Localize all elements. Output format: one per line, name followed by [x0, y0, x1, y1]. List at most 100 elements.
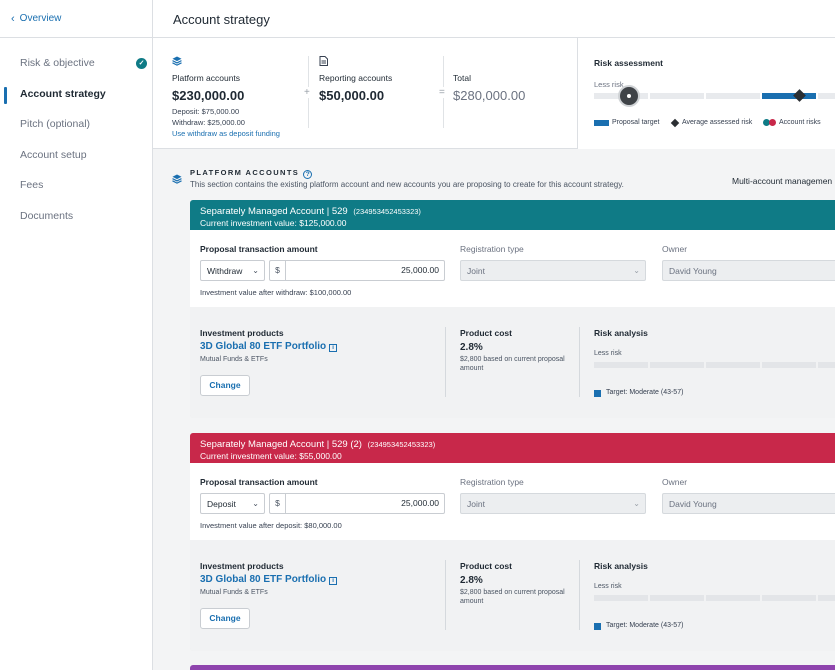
risk-segment	[650, 362, 706, 368]
registration-type-value: Joint	[467, 498, 485, 509]
account-risk-swatch-teal	[763, 119, 770, 126]
risk-analysis-less-risk: Less risk	[594, 583, 622, 590]
transaction-amount-value: 25,000.00	[401, 265, 439, 275]
transaction-form: Proposal transaction amount Withdraw ⌄ $…	[190, 230, 835, 307]
sidebar-item-account-setup[interactable]: Account setup	[0, 140, 153, 171]
proposal-target-range	[762, 93, 818, 99]
account-card-header: Separately Managed Account | 529 (234953…	[190, 200, 835, 230]
account-title: Separately Managed Account | 529 (2) (23…	[200, 439, 825, 450]
account-risk-marker[interactable]	[618, 85, 640, 107]
section-title-text: PLATFORM ACCOUNTS	[190, 168, 300, 177]
sidebar-divider	[0, 37, 153, 38]
chevron-down-icon: ⌄	[633, 266, 640, 275]
info-icon[interactable]: i	[329, 577, 338, 585]
change-product-button[interactable]: Change	[200, 375, 250, 396]
layers-icon	[172, 56, 182, 68]
sidebar-item-label: Account strategy	[20, 87, 106, 100]
help-circle-icon[interactable]: ?	[303, 170, 313, 179]
risk-assessment-title: Risk assessment	[594, 58, 663, 68]
risk-segment	[762, 362, 818, 368]
page-title: Account strategy	[173, 12, 270, 27]
check-circle-icon: ✓	[136, 58, 147, 69]
back-link-label: Overview	[19, 13, 62, 24]
product-name-link[interactable]: 3D Global 80 ETF Portfolio i	[200, 341, 338, 352]
sidebar: ‹ Overview Risk & objective ✓ Account st…	[0, 0, 153, 670]
transaction-amount-input[interactable]: $ 25,000.00	[269, 260, 445, 281]
risk-analysis-track	[594, 362, 835, 368]
sidebar-item-label: Documents	[20, 209, 74, 222]
transaction-amount-input[interactable]: $ 25,000.00	[269, 493, 445, 514]
transaction-type-value: Deposit	[207, 498, 236, 509]
average-risk-swatch	[670, 118, 680, 128]
risk-segment	[706, 595, 762, 601]
investment-products-label: Investment products	[200, 561, 284, 571]
registration-type-label: Registration type	[460, 477, 524, 487]
transaction-amount-label: Proposal transaction amount	[200, 244, 318, 254]
sidebar-item-documents[interactable]: Documents	[0, 201, 153, 232]
transaction-amount-label: Proposal transaction amount	[200, 477, 318, 487]
chevron-down-icon: ⌄	[252, 499, 259, 508]
proposal-target-swatch	[594, 120, 609, 126]
owner-select[interactable]: David Young	[662, 493, 835, 514]
chevron-down-icon: ⌄	[252, 266, 259, 275]
risk-assessment-panel: Risk assessment Less risk Proposal targe…	[577, 38, 835, 149]
owner-select[interactable]: David Young	[662, 260, 835, 281]
account-number: (234953452453323)	[353, 207, 421, 216]
sidebar-item-account-strategy[interactable]: Account strategy	[0, 79, 153, 110]
registration-type-select[interactable]: Joint ⌄	[460, 260, 646, 281]
investment-details: Investment products 3D Global 80 ETF Por…	[190, 307, 835, 418]
product-cost-label: Product cost	[460, 561, 512, 571]
info-icon[interactable]: i	[329, 344, 338, 352]
owner-label: Owner	[662, 477, 688, 487]
average-risk-marker	[793, 89, 806, 102]
sidebar-item-fees[interactable]: Fees	[0, 170, 153, 201]
average-risk-legend: Average assessed risk	[682, 119, 753, 126]
transaction-type-select[interactable]: Deposit ⌄	[200, 493, 265, 514]
account-card: Separately Managed Account | 529 (234953…	[190, 200, 835, 418]
page-header: Account strategy	[153, 0, 835, 38]
account-card-header-partial	[190, 665, 835, 670]
sidebar-nav: Risk & objective ✓ Account strategy Pitc…	[0, 48, 153, 231]
owner-value: David Young	[669, 498, 717, 509]
use-withdraw-as-deposit-link[interactable]: Use withdraw as deposit funding	[172, 129, 280, 138]
registration-type-value: Joint	[467, 265, 485, 276]
sidebar-item-label: Account setup	[20, 148, 87, 161]
investment-products-label: Investment products	[200, 328, 284, 338]
investment-after-text: Investment value after deposit: $80,000.…	[200, 521, 342, 530]
product-name: 3D Global 80 ETF Portfolio	[200, 341, 327, 352]
transaction-form: Proposal transaction amount Deposit ⌄ $ …	[190, 463, 835, 540]
transaction-type-select[interactable]: Withdraw ⌄	[200, 260, 265, 281]
product-type: Mutual Funds & ETFs	[200, 589, 268, 596]
multi-account-management-link[interactable]: Multi-account managemen	[732, 176, 833, 186]
product-cost-label: Product cost	[460, 328, 512, 338]
risk-analysis-label: Risk analysis	[594, 561, 648, 571]
sidebar-item-pitch[interactable]: Pitch (optional)	[0, 109, 153, 140]
investment-details: Investment products 3D Global 80 ETF Por…	[190, 540, 835, 651]
product-name-link[interactable]: 3D Global 80 ETF Portfolio i	[200, 574, 338, 585]
account-risks-legend: Account risks	[779, 119, 821, 126]
current-investment-value: Current investment value: $55,000.00	[200, 451, 342, 461]
change-product-button[interactable]: Change	[200, 608, 250, 629]
account-number: (234953452453323)	[367, 440, 436, 449]
details-divider	[445, 327, 446, 397]
risk-segment	[706, 362, 762, 368]
account-risk-swatch-red	[769, 119, 776, 126]
document-icon	[319, 56, 328, 68]
account-title-text: Separately Managed Account | 529	[200, 206, 348, 217]
risk-segment	[594, 93, 650, 99]
back-to-overview-link[interactable]: ‹ Overview	[11, 13, 61, 24]
product-cost-value: 2.8%	[460, 575, 483, 586]
currency-symbol: $	[270, 261, 286, 280]
platform-accounts-value: $230,000.00	[172, 88, 245, 103]
total-value: $280,000.00	[453, 88, 526, 103]
sidebar-item-risk-objective[interactable]: Risk & objective ✓	[0, 48, 153, 79]
registration-type-select[interactable]: Joint ⌄	[460, 493, 646, 514]
risk-target-swatch	[594, 623, 601, 630]
current-investment-value: Current investment value: $125,000.00	[200, 218, 347, 228]
transaction-amount-value: 25,000.00	[401, 498, 439, 508]
product-name: 3D Global 80 ETF Portfolio	[200, 574, 327, 585]
strategy-summary: Platform accounts $230,000.00 Deposit: $…	[153, 38, 835, 149]
risk-segment	[594, 362, 650, 368]
risk-segment	[762, 595, 818, 601]
account-card: Separately Managed Account | 529 (2) (23…	[190, 433, 835, 651]
